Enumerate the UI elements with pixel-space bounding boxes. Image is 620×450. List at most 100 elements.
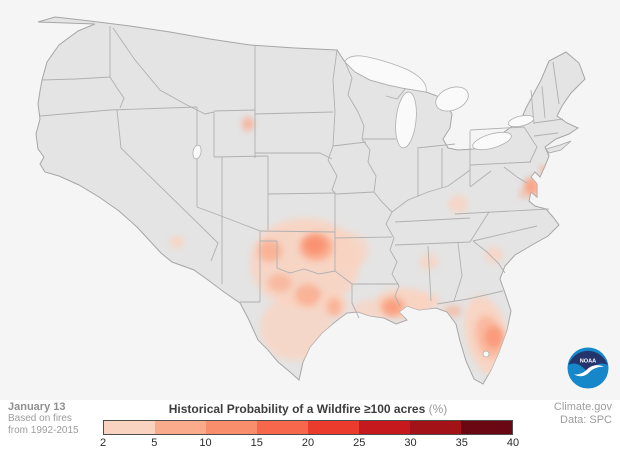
- state-border-line: [454, 208, 550, 215]
- state-border-line: [472, 225, 538, 242]
- lake-superior: [344, 55, 427, 93]
- tick-label: 30: [404, 437, 417, 449]
- probability-hotspot: [485, 326, 503, 348]
- probability-hotspot: [327, 298, 341, 316]
- date-label: January 13: [8, 401, 66, 413]
- state-border-line: [213, 109, 256, 112]
- colorbar-segment: [257, 421, 308, 434]
- probability-hotspot: [242, 117, 254, 131]
- colorbar-segment: [359, 421, 410, 434]
- credits: Climate.gov Data: SPC: [554, 401, 612, 427]
- lake-huron: [435, 86, 469, 112]
- tick-label: 15: [250, 437, 263, 449]
- state-border-line: [436, 290, 504, 305]
- probability-hotspot: [540, 166, 548, 174]
- tick-label: 35: [455, 437, 468, 449]
- source-line-1: Based on fires: [8, 413, 72, 424]
- state-border-line: [116, 109, 219, 262]
- great-lakes: [192, 55, 535, 358]
- legend-colorbar: [103, 420, 513, 435]
- tick-label: 40: [506, 437, 520, 449]
- legend-unit: (%): [428, 402, 448, 416]
- state-border-line: [469, 211, 490, 243]
- state-border-line: [255, 152, 333, 160]
- colorbar-segment: [308, 421, 359, 434]
- probability-hotspot: [416, 294, 440, 308]
- probability-hotspot: [268, 274, 292, 292]
- state-border-line: [427, 245, 432, 302]
- state-border-line: [385, 87, 407, 100]
- state-border-line: [391, 169, 471, 213]
- tick-label: 10: [199, 437, 212, 449]
- source-line-2: from 1992-2015: [8, 425, 79, 436]
- state-border-line: [109, 76, 125, 109]
- map-area: NOAA: [35, 16, 609, 389]
- state-border-line: [552, 61, 560, 105]
- probability-hotspot: [295, 284, 321, 306]
- state-border-line: [503, 166, 528, 184]
- state-border-line: [334, 270, 353, 285]
- probability-hotspot: [170, 236, 184, 248]
- state-border-line: [344, 61, 365, 140]
- lake-erie: [472, 131, 512, 151]
- credit-data: Data: SPC: [560, 414, 612, 426]
- state-borders: [39, 26, 564, 319]
- state-border-line: [254, 111, 334, 115]
- credit-site: Climate.gov: [553, 401, 612, 413]
- state-border-line: [541, 85, 546, 119]
- probability-hotspot: [526, 181, 534, 191]
- legend-title: Historical Probability of a Wildfire ≥10…: [103, 402, 513, 416]
- lake-okeechobee: [482, 350, 490, 358]
- state-border-line: [335, 191, 375, 195]
- colorbar-segment: [104, 421, 155, 434]
- footer: January 13 Based on fires from 1992-2015…: [0, 400, 620, 450]
- state-border-line: [332, 141, 367, 147]
- colorbar-segment: [410, 421, 461, 434]
- state-border-line: [112, 27, 215, 115]
- lake-ontario: [507, 114, 535, 128]
- legend-title-text: Historical Probability of a Wildfire ≥10…: [168, 402, 426, 416]
- colorbar-segment: [206, 421, 257, 434]
- state-border-line: [267, 192, 336, 195]
- state-border-line: [523, 126, 538, 163]
- tick-label: 2: [99, 437, 107, 449]
- probability-hotspot: [319, 231, 369, 269]
- state-border-line: [394, 217, 471, 223]
- state-border-line: [276, 241, 336, 275]
- state-border-line: [533, 132, 559, 137]
- tick-label: 20: [301, 437, 315, 449]
- state-border-line: [351, 284, 360, 319]
- noaa-logo: NOAA: [567, 347, 609, 389]
- colorbar-segment: [461, 421, 512, 434]
- probability-hotspot: [485, 247, 503, 263]
- state-border-line: [472, 240, 506, 274]
- long-island: [545, 140, 572, 154]
- state-border-line: [469, 126, 525, 131]
- state-border-line: [469, 170, 492, 188]
- state-border-line: [361, 138, 401, 307]
- state-border-line: [327, 145, 338, 195]
- state-border-line: [334, 236, 393, 239]
- state-border-line: [332, 49, 338, 147]
- probability-hotspot: [385, 301, 399, 313]
- state-border-line: [196, 206, 336, 233]
- us-probability-map: [35, 16, 586, 385]
- date-block: January 13 Based on fires from 1992-2015: [8, 401, 79, 437]
- tick-label: 25: [353, 437, 366, 449]
- state-border-line: [41, 76, 111, 81]
- state-border-line: [394, 241, 471, 246]
- probability-hotspot: [519, 190, 527, 198]
- probability-hotspot: [444, 305, 462, 317]
- state-border-line: [39, 106, 198, 117]
- legend-tick-labels: 2 5 10 15 20 25 30 35 40: [99, 437, 519, 450]
- probability-hotspot: [258, 240, 282, 262]
- tick-label: 5: [151, 437, 158, 449]
- state-border-line: [533, 118, 564, 124]
- state-border-line: [453, 242, 463, 302]
- lake-michigan: [395, 91, 417, 149]
- state-border-line: [416, 143, 456, 149]
- probability-hotspot: [304, 236, 326, 254]
- colorbar-segment: [155, 421, 206, 434]
- noaa-logo-text: NOAA: [580, 358, 596, 364]
